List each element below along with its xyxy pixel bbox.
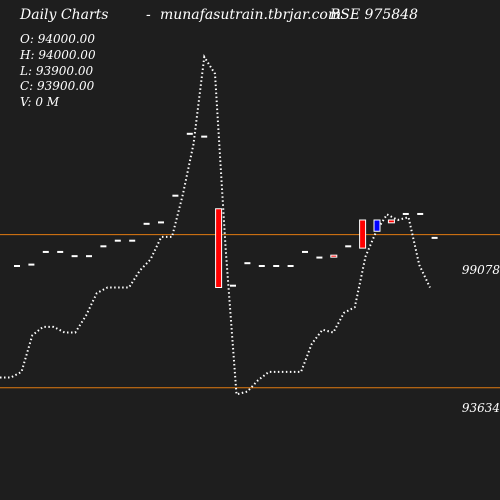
candle-body: [287, 265, 294, 267]
candle-body: [387, 219, 395, 224]
candle-body: [316, 256, 323, 259]
reference-lines: [0, 234, 500, 389]
candle-body: [86, 255, 92, 258]
candle-body: [71, 255, 78, 258]
candle-body: [100, 245, 107, 248]
candle-body: [417, 212, 424, 215]
candle-body: [201, 135, 208, 138]
high-value: H: 94000.00: [20, 48, 96, 62]
title-separator: -: [146, 7, 151, 23]
close-price-line: [0, 54, 431, 396]
candle-body: [42, 250, 49, 253]
low-value: L: 93900.00: [20, 64, 94, 78]
level-label-upper: 99078: [461, 263, 500, 277]
candle-body: [359, 219, 367, 249]
candle-body: [244, 262, 251, 265]
candle-body: [143, 222, 150, 225]
level-label-lower: 93634: [461, 401, 500, 415]
candle-body: [345, 245, 352, 248]
candle-body: [114, 239, 121, 242]
open-value: O: 94000.00: [20, 32, 95, 46]
candle-body: [57, 250, 64, 253]
site-name: munafasutrain.tbrjar.com: [160, 7, 342, 23]
volume-value: V: 0 M: [20, 95, 60, 109]
candle-body: [215, 208, 223, 288]
dotted-price-line: [0, 54, 431, 396]
candle-body: [330, 254, 338, 258]
candle-body: [158, 221, 164, 224]
candle-body: [373, 219, 381, 232]
candle-body: [129, 239, 136, 242]
candle-body: [302, 250, 308, 253]
chart-title: Daily Charts: [20, 7, 109, 23]
candles: [14, 132, 438, 288]
candle-body: [402, 212, 409, 215]
candle-body: [431, 236, 438, 239]
stock-symbol: BSE 975848: [330, 7, 418, 23]
candle-body: [186, 132, 193, 135]
candle-body: [172, 194, 179, 197]
candle-body: [273, 265, 280, 267]
close-value: C: 93900.00: [20, 79, 95, 93]
candle-body: [230, 284, 236, 287]
candle-body: [258, 265, 265, 267]
candle-body: [14, 265, 20, 267]
candle-body: [28, 263, 35, 266]
